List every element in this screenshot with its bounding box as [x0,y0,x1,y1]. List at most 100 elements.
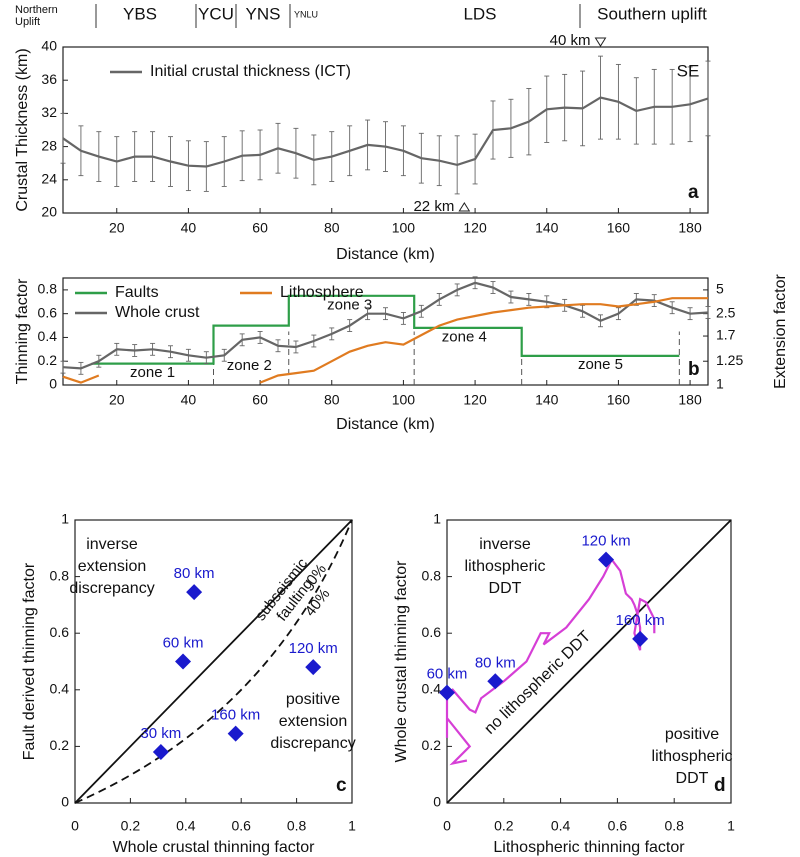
y-tick-label: 0.2 [38,352,58,368]
x-tick-label: 180 [678,392,702,408]
x-tick-label: 40 [181,392,197,408]
y-tick-label: 0.4 [38,328,58,344]
x-axis-label: Distance (km) [336,416,435,433]
x-tick-label: 1 [727,818,735,834]
one-to-one-line [74,519,353,804]
annotation: discrepancy [69,580,154,597]
x-tick-label: 1 [348,818,356,834]
annotation: lithospheric [652,748,733,765]
error-bar [705,60,711,137]
x-tick-label: 160 [607,392,631,408]
y-tick-label: 0 [433,794,441,810]
point-label: 80 km [475,654,516,671]
x-tick-label: 100 [392,220,416,236]
y-tick-label: 36 [41,71,57,87]
y2-tick-label: 2.5 [716,304,736,320]
x-tick-label: 0.4 [551,818,571,834]
x-tick-label: 60 [252,220,268,236]
diamond-point [305,659,322,676]
panel-letter: d [714,775,726,796]
annotation: positive [286,691,340,708]
y-tick-label: 0.8 [50,567,70,583]
x-tick-label: 180 [678,220,702,236]
y-tick-label: 0.2 [50,737,70,753]
zone-label: zone 2 [227,357,272,374]
diamond-point [598,551,615,568]
legend-label: Faults [115,284,159,301]
y-tick-label: 0.8 [38,281,58,297]
y-tick-label: 20 [41,204,57,220]
x-tick-label: 0 [71,818,79,834]
x-tick-label: 80 [324,392,340,408]
y-tick-label: 0.8 [422,567,442,583]
x-tick-label: 0.6 [608,818,628,834]
point-label: 120 km [289,640,338,657]
region-label: YCU [198,4,234,23]
point-label: 120 km [581,533,630,550]
panel-letter: c [336,775,347,796]
x-tick-label: 120 [463,392,487,408]
x-tick-label: 80 [324,220,340,236]
y2-tick-label: 1 [716,376,724,392]
x-tick-label: 0.2 [494,818,514,834]
diamond-point [175,653,192,670]
point-label: 60 km [427,666,468,683]
legend-label: Whole crust [115,304,200,321]
one-to-one-line [446,519,732,804]
region-label: Northern [15,4,58,16]
region-label: LDS [463,4,496,23]
annotation: inverse [86,536,138,553]
plot-frame [62,277,709,386]
legend-label: Initial crustal thickness (ICT) [150,63,351,80]
y-tick-label: 32 [41,104,57,120]
point-label: 160 km [616,612,665,629]
x-axis-label: Whole crustal thinning factor [113,839,316,856]
region-label: SE [677,61,700,80]
annotation: discrepancy [270,735,355,752]
region-label: YBS [123,4,157,23]
min-marker [458,202,471,212]
y-axis-label: Thinning factor [14,278,31,385]
point-label: 60 km [163,634,204,651]
x-tick-label: 0.2 [121,818,141,834]
x-axis-label: Lithospheric thinning factor [493,839,685,856]
x-tick-label: 0.6 [231,818,251,834]
error-bar [705,306,711,319]
x-tick-label: 100 [392,392,416,408]
y-tick-label: 0.6 [50,624,70,640]
point-label: 80 km [174,565,215,582]
annotation: 22 km [413,198,454,215]
series-line [62,297,708,384]
diamond-point [487,673,504,690]
y-tick-label: 0.6 [38,304,58,320]
y2-tick-label: 1.7 [716,327,736,343]
y-axis-label: Crustal Thickness (km) [14,48,31,211]
annotation: positive [665,726,719,743]
error-bar [60,360,66,374]
diamond-point [227,725,244,742]
x-tick-label: 140 [535,220,559,236]
point-label: 160 km [211,707,260,724]
series-line [62,281,709,370]
y2-axis-label: Extension factor [772,273,789,388]
y-axis-label: Fault derived thinning factor [21,562,38,760]
x-tick-label: 0.4 [176,818,196,834]
y-tick-label: 0 [49,376,57,392]
x-tick-label: 20 [109,392,125,408]
x-tick-label: 0 [443,818,451,834]
annotation: DDT [489,580,522,597]
x-tick-label: 20 [109,220,125,236]
y-tick-label: 1 [61,511,69,527]
y2-tick-label: 1.25 [716,352,743,368]
faulting-curve [74,519,353,804]
y-tick-label: 40 [41,38,57,54]
region-label: YNLU [294,9,318,19]
annotation: extension [78,558,147,575]
plot-frame [74,519,353,804]
y2-tick-label: 5 [716,281,724,297]
region-label: Southern uplift [597,4,707,23]
y-tick-label: 0.4 [422,681,442,697]
y-tick-label: 0 [61,794,69,810]
x-tick-label: 0.8 [664,818,684,834]
max-marker [594,37,607,47]
